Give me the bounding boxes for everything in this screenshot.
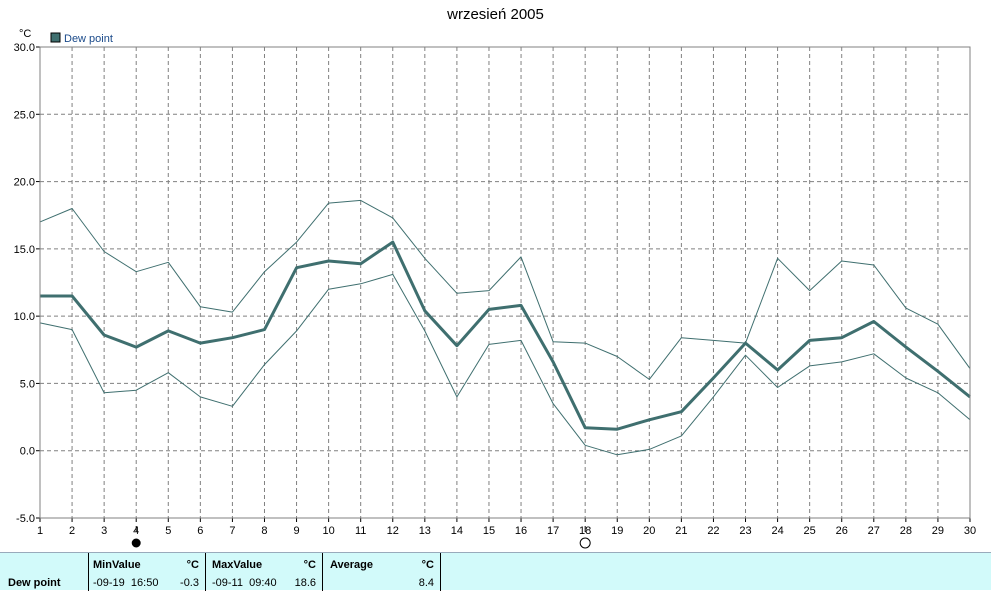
min-value: -0.3: [180, 577, 199, 589]
max-day-marker: [131, 538, 141, 548]
series-lines: [39, 199, 971, 456]
x-tick-label: 9: [293, 525, 299, 537]
min-label: MinValue: [93, 559, 141, 571]
legend-swatch: [50, 32, 61, 43]
max-cell: MaxValue °C -09-11 09:40 18.6: [206, 553, 323, 591]
min-cell: MinValue °C -09-19 16:50 -0.3: [89, 553, 206, 591]
y-tick-label: 15.0: [14, 244, 35, 256]
legend-label: Dew point: [64, 33, 113, 45]
min-day-marker: [579, 537, 591, 549]
x-tick-label: 27: [868, 525, 880, 537]
grid: [40, 47, 970, 518]
summary-bar: Dew point MinValue °C -09-19 16:50 -0.3 …: [0, 552, 991, 591]
x-tick-label: 14: [451, 525, 463, 537]
avg-cell: Average °C 8.4: [323, 553, 441, 591]
x-tick-label: 17: [547, 525, 559, 537]
chart-title: wrzesień 2005: [447, 6, 544, 23]
x-tick-label: 8: [261, 525, 267, 537]
x-tick-label: 29: [932, 525, 944, 537]
y-tick-label: 20.0: [14, 177, 35, 189]
max-unit: °C: [303, 559, 316, 571]
x-tick-label: 15: [483, 525, 495, 537]
avg-label: Average: [330, 559, 374, 571]
avg-value: 8.4: [418, 577, 434, 589]
avg-unit: °C: [421, 559, 434, 571]
x-tick-label: 20: [643, 525, 655, 537]
series-line-average: [40, 240, 971, 431]
x-tick-label: 22: [707, 525, 719, 537]
x-tick-label: 28: [900, 525, 912, 537]
max-time: -09-11 09:40: [212, 577, 277, 589]
x-tick-label: 7: [229, 525, 235, 537]
y-tick-label: 10.0: [14, 311, 35, 323]
x-tick-label: 26: [836, 525, 848, 537]
series-line-min: [39, 273, 971, 456]
y-tick-label: 0.0: [20, 446, 35, 458]
x-axis: 1234567891011121314151617181920212223242…: [37, 518, 976, 549]
max-value: 18.6: [294, 577, 316, 589]
x-tick-label: 6: [197, 525, 203, 537]
y-axis: 30.0 25.0 20.0 15.0 10.0 5.0 0.0 -5.0 °C: [14, 28, 40, 525]
x-tick-label: 1: [37, 525, 43, 537]
x-tick-label: 24: [771, 525, 783, 537]
series-line-max: [39, 199, 971, 380]
x-tick-label: 10: [322, 525, 334, 537]
max-label: MaxValue: [212, 559, 263, 571]
x-tick-label: 5: [165, 525, 171, 537]
x-tick-label: 30: [964, 525, 976, 537]
legend: Dew point: [50, 32, 113, 45]
x-tick-label: 11: [355, 525, 366, 537]
min-unit: °C: [186, 559, 199, 571]
x-tick-label: 12: [387, 525, 399, 537]
x-tick-label: 21: [675, 525, 687, 537]
y-tick-label: 30.0: [14, 42, 35, 54]
row-label: Dew point: [8, 577, 61, 589]
row-label-cell: Dew point: [0, 553, 89, 591]
dew-point-chart: 30.025.020.015.010.05.00.0-5.0°C 1234567…: [14, 28, 976, 549]
x-tick-label: 19: [611, 525, 623, 537]
x-tick-label: 13: [419, 525, 431, 537]
plot-frame: [39, 46, 971, 519]
x-tick-label: 25: [804, 525, 816, 537]
x-tick-label: 23: [739, 525, 751, 537]
y-tick-label: 5.0: [20, 378, 35, 390]
y-tick-label: 25.0: [14, 109, 35, 121]
x-tick-label: 16: [515, 525, 527, 537]
x-tick-label: 3: [101, 525, 107, 537]
y-tick-label: -5.0: [16, 513, 35, 525]
x-tick-label: 2: [69, 525, 75, 537]
min-time: -09-19 16:50: [93, 577, 159, 589]
y-axis-unit: °C: [19, 28, 31, 40]
